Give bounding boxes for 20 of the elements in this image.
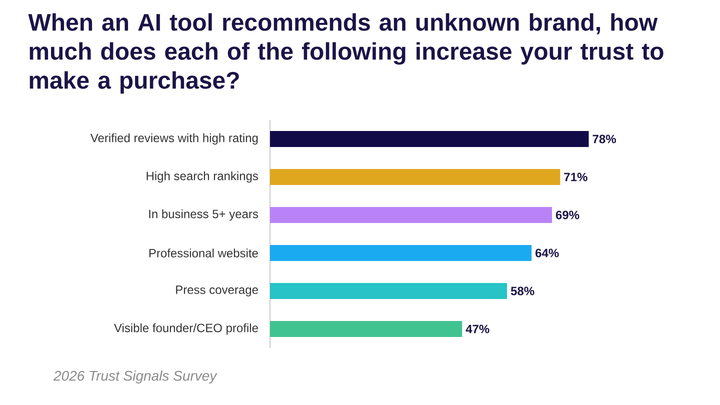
y-tick-label: In business 5+ years xyxy=(149,209,258,221)
bar xyxy=(270,131,589,147)
y-tick-label: High search rankings xyxy=(146,171,258,183)
bar xyxy=(270,207,552,223)
bar xyxy=(270,283,508,299)
data-label: 78% xyxy=(592,134,616,144)
data-label: 69% xyxy=(556,210,580,220)
text: 2026 Trust Signals Survey xyxy=(53,370,218,384)
data-label: 47% xyxy=(466,324,490,334)
bar xyxy=(270,321,462,338)
data-label: 58% xyxy=(510,286,534,296)
y-tick-label: Verified reviews with high rating xyxy=(90,133,258,145)
y-tick-label: Professional website xyxy=(149,248,258,258)
data-label: 64% xyxy=(536,248,559,258)
chart-title: When an AI tool recommends an unknown brand, how much does each of the following increase your trust to make a purchase? xyxy=(28,13,664,94)
data-label: 71% xyxy=(564,172,588,182)
bar xyxy=(270,245,532,261)
bar xyxy=(270,169,560,185)
y-tick-label: Press coverage xyxy=(176,286,258,296)
y-tick-label: Visible founder/CEO profile xyxy=(114,323,258,335)
